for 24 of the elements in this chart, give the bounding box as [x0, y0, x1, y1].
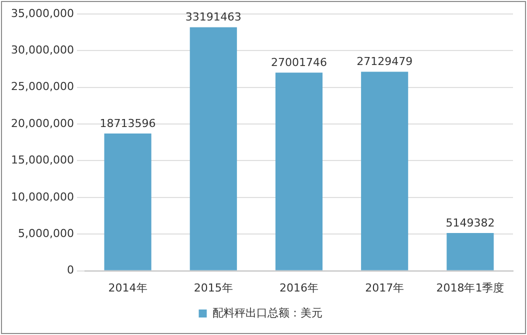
y-tick-label: 25,000,000 [10, 80, 74, 94]
bar [190, 27, 237, 270]
bar [361, 72, 408, 270]
data-label: 27001746 [270, 56, 327, 70]
x-tick-label: 2017年 [365, 281, 404, 294]
data-label: 33191463 [185, 10, 242, 24]
data-label: 18713596 [100, 116, 156, 130]
x-tick-label: 2015年 [194, 281, 233, 294]
x-tick-label: 2016年 [279, 281, 318, 294]
bar [104, 133, 152, 270]
x-tick-label: 2018年1季度 [436, 281, 504, 294]
y-tick-label: 20,000,000 [10, 116, 74, 130]
bar [446, 233, 494, 270]
y-tick-label: 15,000,000 [10, 154, 74, 167]
data-label: 5149382 [446, 216, 495, 230]
x-tick-label: 2014年 [108, 281, 148, 294]
bar [275, 72, 323, 270]
y-tick-label: 30,000,000 [10, 44, 74, 57]
y-tick-label: 10,000,000 [10, 190, 74, 204]
y-tick-label: 35,000,000 [10, 6, 74, 20]
data-label: 27129479 [356, 55, 413, 68]
y-tick-label: 0 [66, 264, 74, 277]
y-tick-label: 5,000,000 [18, 226, 74, 240]
legend-label: 配料秤出口总额：美元 [212, 306, 322, 320]
